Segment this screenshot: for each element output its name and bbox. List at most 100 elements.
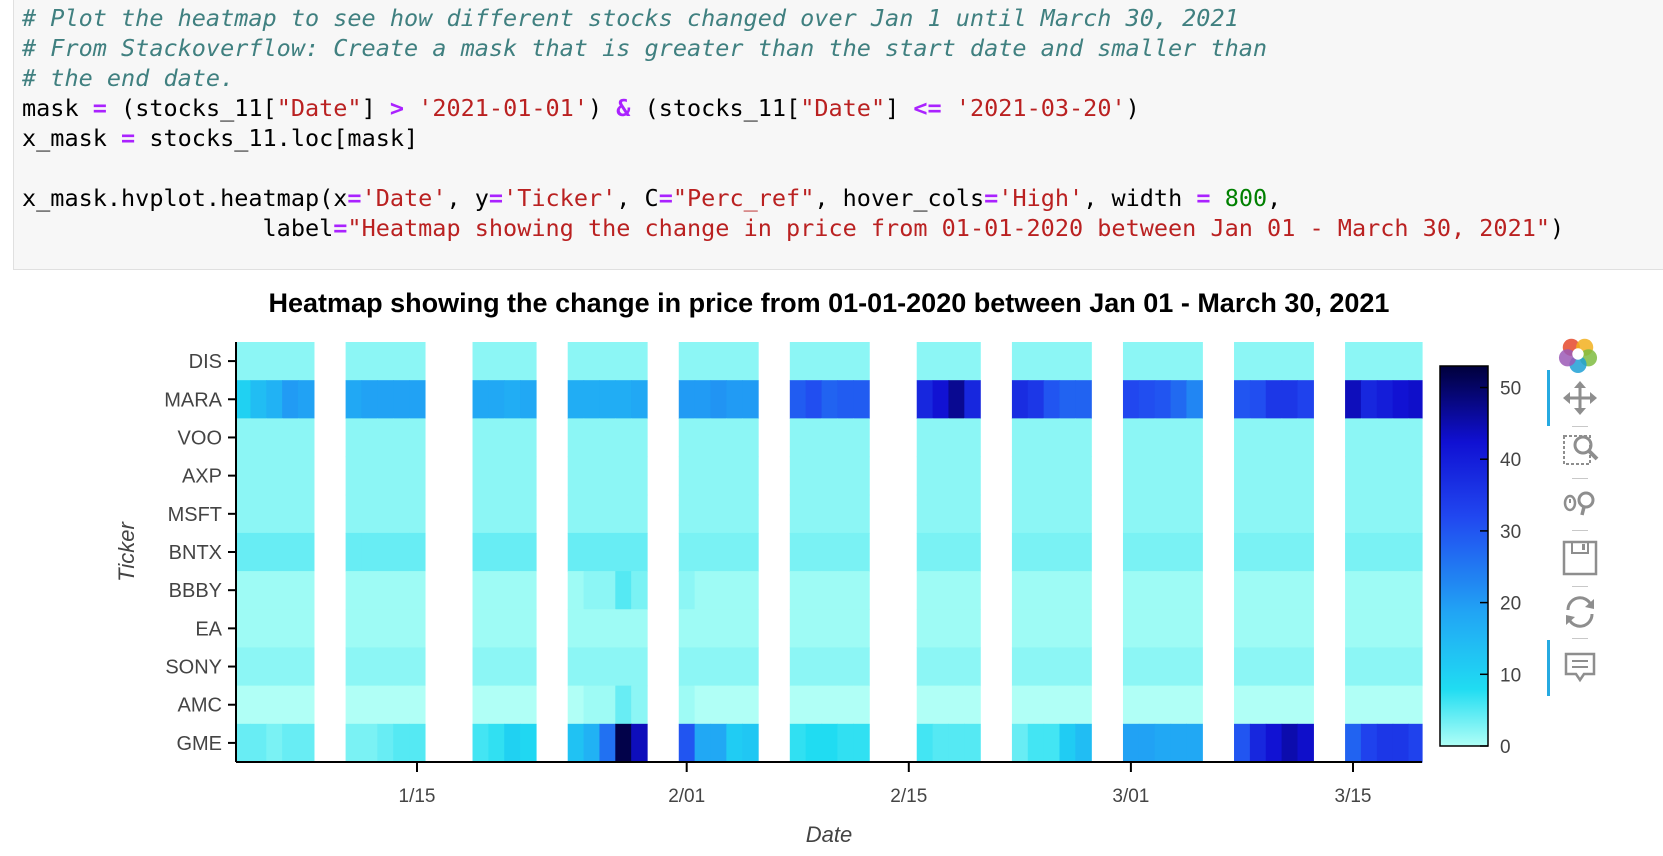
y-tick-label: SONY: [165, 657, 222, 679]
heatmap-cell: [393, 723, 410, 763]
heatmap-cell: [504, 532, 521, 572]
heatmap-cell: [1075, 647, 1092, 687]
heatmap-cell: [377, 609, 394, 649]
heatmap-cell: [393, 342, 410, 381]
heatmap-cell: [615, 380, 632, 419]
heatmap-cell: [1043, 647, 1061, 687]
heatmap-cell: [853, 342, 870, 381]
heatmap-cell: [821, 609, 839, 649]
heatmap-cell: [583, 571, 601, 610]
code-line-3: # the end date.: [22, 64, 235, 92]
heatmap-cell: [1186, 723, 1203, 763]
pan-tool-icon[interactable]: [1560, 378, 1600, 418]
heatmap-cell: [393, 456, 410, 496]
heatmap-cell: [742, 723, 759, 763]
heatmap-cell: [710, 723, 727, 763]
heatmap-cell: [789, 609, 807, 649]
heatmap-cell: [1360, 494, 1378, 534]
heatmap-cell: [1408, 380, 1423, 419]
heatmap-cell: [1059, 723, 1076, 763]
heatmap-cell: [1138, 532, 1156, 572]
colorbar-tick-label: 0: [1500, 737, 1511, 758]
heatmap-cell: [789, 723, 807, 763]
heatmap-cell: [631, 723, 648, 763]
heatmap-cell: [1376, 723, 1394, 763]
heatmap-cell: [1075, 571, 1092, 610]
heatmap-cell: [1186, 647, 1203, 687]
heatmap-cell: [1297, 532, 1314, 572]
heatmap-cell: [678, 647, 696, 687]
heatmap-cell: [948, 685, 965, 725]
heatmap-cell: [932, 456, 950, 496]
heatmap-cell: [1043, 456, 1061, 496]
heatmap-cell: [567, 456, 585, 496]
heatmap-cell: [615, 494, 632, 534]
heatmap-chart[interactable]: Heatmap showing the change in price from…: [0, 270, 1663, 856]
heatmap-cell: [520, 418, 537, 458]
heatmap-cell: [1345, 685, 1362, 725]
heatmap-cell: [1234, 380, 1251, 419]
heatmap-cell: [1138, 342, 1156, 381]
heatmap-cell: [393, 685, 410, 725]
toolbar-separator: [1572, 586, 1588, 587]
heatmap-cell: [789, 418, 807, 458]
heatmap-cell: [726, 647, 743, 687]
code-line-8: label="Heatmap showing the change in pri…: [22, 214, 1565, 242]
heatmap-cell: [1392, 532, 1410, 572]
heatmap-cell: [615, 571, 632, 610]
heatmap-cell: [821, 723, 839, 763]
heatmap-cell: [361, 418, 378, 458]
heatmap-cell: [694, 494, 712, 534]
heatmap-cell: [1281, 685, 1299, 725]
y-tick-label: BBBY: [169, 580, 222, 602]
heatmap-cell: [1297, 456, 1314, 496]
heatmap-cell: [1154, 494, 1172, 534]
heatmap-cell: [282, 532, 299, 572]
heatmap-cell: [1027, 342, 1045, 381]
heatmap-cell: [1075, 609, 1092, 649]
heatmap-cell: [472, 647, 489, 687]
heatmap-cell: [393, 532, 410, 572]
bokeh-logo-icon[interactable]: [1558, 334, 1598, 374]
heatmap-cell: [631, 685, 648, 725]
heatmap-cell: [805, 571, 823, 610]
heatmap-cell: [1281, 342, 1299, 381]
heatmap-cell: [567, 342, 585, 381]
heatmap-cell: [853, 418, 870, 458]
heatmap-cell: [964, 342, 981, 381]
heatmap-cell: [1138, 647, 1156, 687]
heatmap-cell: [631, 418, 648, 458]
heatmap-cell: [250, 571, 267, 610]
box-zoom-icon[interactable]: [1560, 430, 1600, 470]
heatmap-cell: [393, 380, 410, 419]
heatmap-cell: [520, 380, 537, 419]
wheel-zoom-icon[interactable]: [1560, 484, 1600, 524]
heatmap-cell: [853, 685, 870, 725]
heatmap-cell: [916, 609, 934, 649]
heatmap-cell: [1249, 647, 1267, 687]
heatmap-cell: [1265, 380, 1283, 419]
heatmap-cell: [615, 456, 632, 496]
heatmap-cell: [361, 571, 378, 610]
heatmap-cell: [250, 456, 267, 496]
heatmap-cell: [250, 380, 267, 419]
heatmap-cell: [694, 342, 712, 381]
heatmap-cell: [1234, 418, 1251, 458]
heatmap-cell: [1059, 532, 1076, 572]
heatmap-cell: [789, 342, 807, 381]
code-cell[interactable]: # Plot the heatmap to see how different …: [13, 0, 1663, 270]
save-icon[interactable]: [1560, 538, 1600, 578]
heatmap-cell: [1234, 494, 1251, 534]
heatmap-cell: [853, 532, 870, 572]
heatmap-cell: [345, 685, 363, 725]
heatmap-cell: [266, 609, 283, 649]
hover-tool-icon[interactable]: [1560, 648, 1600, 688]
heatmap-cell: [837, 418, 854, 458]
heatmap-cell: [236, 456, 252, 496]
heatmap-cell: [266, 532, 283, 572]
heatmap-cell: [599, 647, 616, 687]
heatmap-cell: [1138, 380, 1156, 419]
heatmap-cell: [710, 456, 727, 496]
reset-icon[interactable]: [1560, 592, 1600, 632]
heatmap-cell: [1265, 342, 1283, 381]
